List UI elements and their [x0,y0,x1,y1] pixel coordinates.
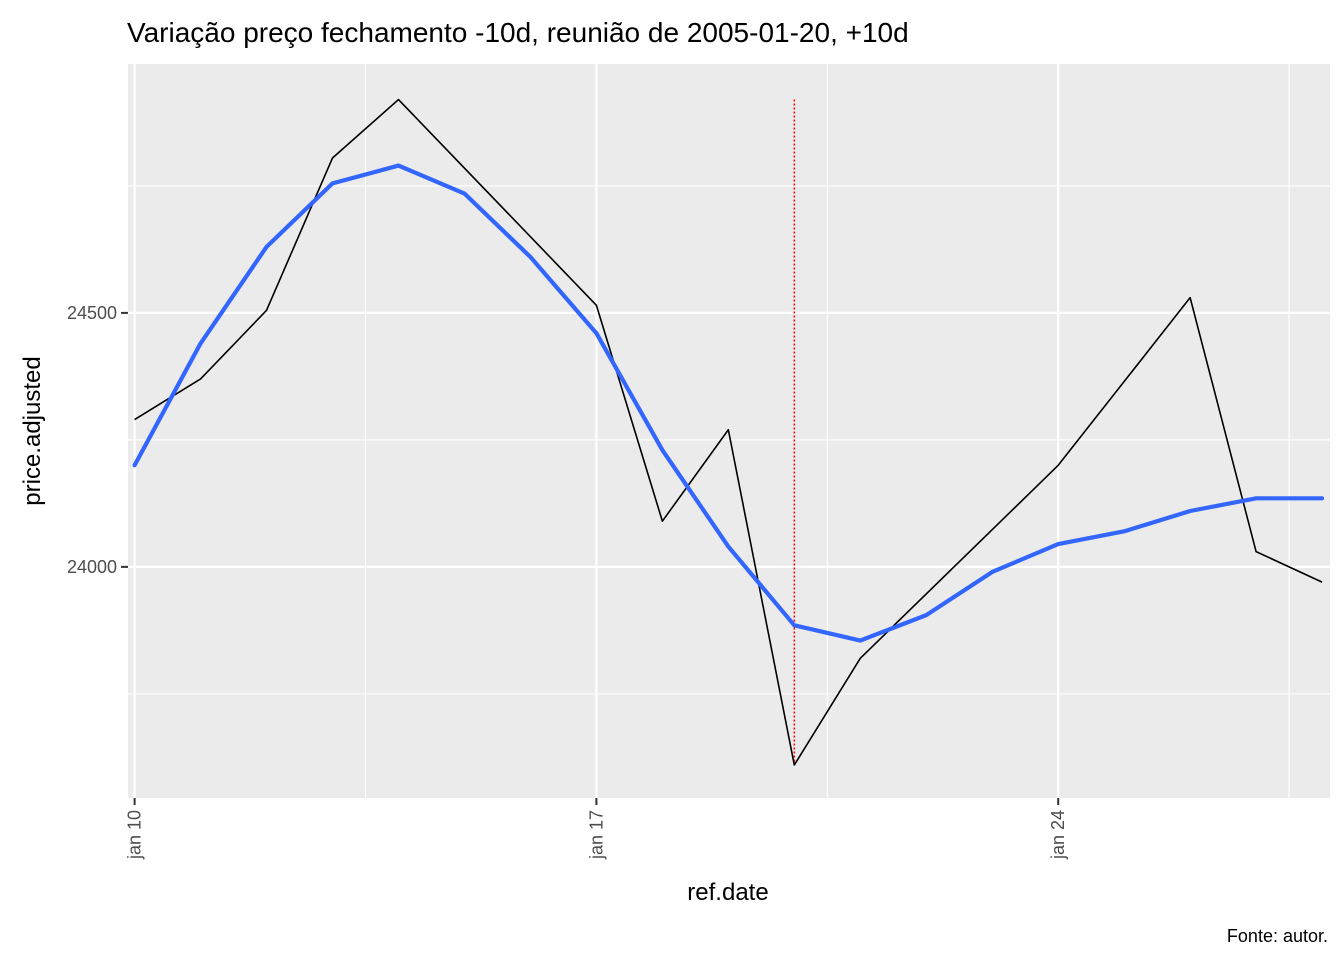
chart-title: Variação preço fechamento -10d, reunião … [127,17,909,48]
y-axis-title: price.adjusted [19,356,46,505]
x-tick-label: jan 10 [125,810,145,860]
x-axis-title: ref.date [687,879,768,906]
x-tick-label: jan 17 [586,810,606,860]
minor-grid [128,64,1330,798]
chart-caption: Fonte: autor. [1227,926,1328,946]
major-grid [128,64,1330,798]
x-axis-ticks: jan 10 jan 17 jan 24 [125,798,1068,860]
smooth-trend-line [132,163,1325,643]
y-axis-ticks: 24000 24500 [67,303,128,577]
series-layer [132,98,1325,766]
x-tick-label: jan 24 [1048,810,1068,860]
y-tick-label: 24000 [67,557,117,577]
price-line [134,98,1323,766]
y-tick-label: 24500 [67,303,117,323]
